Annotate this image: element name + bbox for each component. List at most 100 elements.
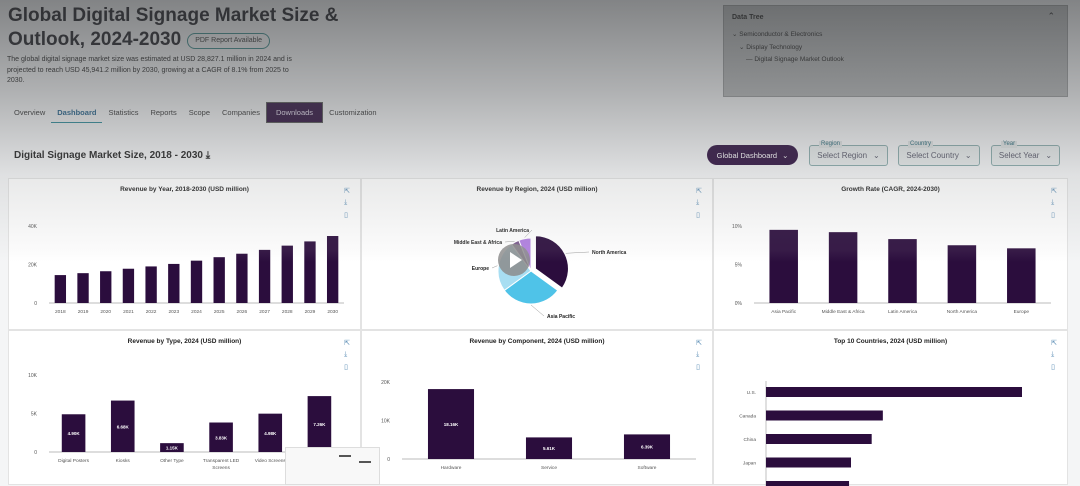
- chart-panel: Revenue by Year, 2018-2030 (USD million)…: [8, 178, 361, 330]
- y-tick-label: 0%: [735, 301, 743, 307]
- data-label: 3.83K: [215, 435, 228, 440]
- chart-panel: Growth Rate (CAGR, 2024-2030) ⇱ ⤓ ▯ 0% 5% 10% A…: [713, 178, 1068, 330]
- x-tick-label: 2023: [168, 309, 179, 315]
- data-label: 4.90K: [68, 431, 81, 436]
- bar: [168, 263, 180, 303]
- x-tick-label: 2019: [78, 309, 89, 315]
- leader-line: [565, 251, 590, 254]
- bar: [766, 434, 872, 444]
- bar: [190, 260, 203, 303]
- collapse-chevron-icon[interactable]: ⌃: [1047, 11, 1055, 21]
- y-tick-label: 0: [387, 457, 390, 463]
- tab-bar: Overview Dashboard Statistics Reports Sc…: [8, 102, 383, 123]
- bar: [888, 239, 917, 303]
- tab-customization[interactable]: Customization: [329, 108, 377, 117]
- x-tick-label: 2030: [327, 309, 338, 315]
- y-tick-label: Japan: [743, 461, 756, 467]
- year-select[interactable]: Year Select Year ⌄: [991, 141, 1060, 166]
- region-select[interactable]: Region Select Region ⌄: [809, 141, 888, 166]
- page-header: Global Digital Signage Market Size & Out…: [7, 4, 368, 87]
- x-tick-label: Hardware: [441, 465, 462, 471]
- y-tick-label: 20K: [28, 263, 38, 269]
- y-tick-label: 40K: [28, 224, 38, 230]
- x-tick-label: 2024: [191, 309, 202, 315]
- tab-statistics[interactable]: Statistics: [108, 108, 139, 117]
- chart-svg: U.S. Canada China Japan: [739, 381, 1022, 486]
- x-tick-label: 2029: [305, 309, 316, 315]
- data-label: 4.98K: [264, 431, 277, 436]
- x-tick-label: 2025: [214, 309, 225, 315]
- x-tick-label: 2020: [100, 309, 111, 315]
- pdf-badge[interactable]: PDF Report Available: [187, 33, 270, 49]
- tab-scope[interactable]: Scope: [188, 108, 211, 117]
- data-label: 6.68K: [117, 424, 130, 429]
- download-icon[interactable]: ⤓: [205, 150, 211, 161]
- leader-line: [491, 265, 498, 269]
- y-tick-label: 5%: [735, 263, 743, 269]
- tree-item[interactable]: ⌄ Semiconductor & Electronics: [732, 31, 823, 38]
- bar: [77, 273, 89, 303]
- tab-reports[interactable]: Reports: [150, 108, 177, 117]
- y-tick-label: U.S.: [747, 390, 756, 396]
- screenshot-thumbnail[interactable]: [285, 447, 380, 485]
- x-tick-label: Transparent LED: [203, 458, 240, 464]
- chart-svg: North America Asia Pacific Europe Middle Ea…: [454, 228, 627, 320]
- data-label: 7.26K: [313, 422, 326, 427]
- bar: [766, 457, 852, 468]
- tab-downloads[interactable]: Downloads: [265, 102, 324, 123]
- x-tick-label: Screens: [212, 465, 230, 471]
- tab-overview[interactable]: Overview: [14, 108, 46, 117]
- y-tick-label: Canada: [739, 414, 756, 420]
- tab-dashboard[interactable]: Dashboard: [51, 103, 103, 123]
- pie-label: Middle East & Africa: [454, 240, 502, 246]
- y-tick-label: 0: [34, 450, 37, 456]
- y-tick-label: 0: [34, 301, 37, 307]
- pie-label: Europe: [472, 266, 489, 272]
- x-tick-label: Latin America: [888, 309, 917, 315]
- bar: [1007, 248, 1036, 303]
- tab-companies[interactable]: Companies: [222, 108, 260, 117]
- bar: [258, 249, 271, 303]
- video-play-button[interactable]: [498, 244, 530, 276]
- chart-svg: 0% 5% 10% Asia Pacific Middle East & Africa L…: [732, 224, 1051, 315]
- pie-label: Latin America: [496, 228, 529, 234]
- x-tick-label: Other Type: [160, 458, 184, 464]
- page-title: Global Digital Signage Market Size & Out…: [8, 5, 339, 50]
- bar: [145, 266, 157, 303]
- x-tick-label: Kiosks: [116, 458, 131, 464]
- leader-line: [530, 304, 545, 317]
- x-tick-label: 2026: [237, 309, 248, 315]
- bar: [54, 275, 67, 303]
- x-tick-label: Digital Posters: [58, 458, 90, 464]
- bar: [947, 245, 977, 303]
- bar: [122, 268, 135, 303]
- bar: [828, 232, 858, 303]
- bar: [766, 481, 850, 486]
- y-tick-label: 10K: [28, 373, 38, 379]
- x-tick-label: 2018: [55, 309, 66, 315]
- x-tick-label: 2028: [282, 309, 293, 315]
- y-tick-label: 20K: [381, 380, 391, 386]
- global-dashboard-button[interactable]: Global Dashboard ⌄: [707, 145, 798, 165]
- x-tick-label: 2027: [259, 309, 270, 315]
- market-description: The global digital signage market size w…: [7, 56, 292, 84]
- chart-svg: 0 10K 20K Hardware 18.16K Service 5.61K Softwar…: [381, 380, 696, 471]
- bar: [281, 245, 293, 303]
- bar: [236, 253, 248, 303]
- chevron-down-icon: ⌄: [1045, 151, 1053, 160]
- y-tick-label: 5K: [31, 412, 38, 418]
- tree-item[interactable]: — Digital Signage Market Outlook: [746, 56, 844, 63]
- data-label: 18.16K: [444, 422, 459, 427]
- x-tick-label: Middle East & Africa: [822, 309, 865, 315]
- x-tick-label: Europe: [1014, 309, 1030, 315]
- chart-panel: Revenue by Region, 2024 (USD million) ⇱ ⤓ ▯…: [361, 178, 713, 330]
- country-select[interactable]: Country Select Country ⌄: [898, 141, 980, 166]
- y-tick-label: 10K: [381, 419, 391, 425]
- bar: [769, 229, 798, 303]
- pie-label: Asia Pacific: [547, 314, 575, 320]
- tree-item[interactable]: ⌄ Display Technology: [739, 44, 803, 51]
- x-tick-label: North America: [947, 309, 978, 315]
- bar: [304, 241, 316, 303]
- bar: [213, 257, 225, 303]
- x-tick-label: Software: [638, 465, 657, 471]
